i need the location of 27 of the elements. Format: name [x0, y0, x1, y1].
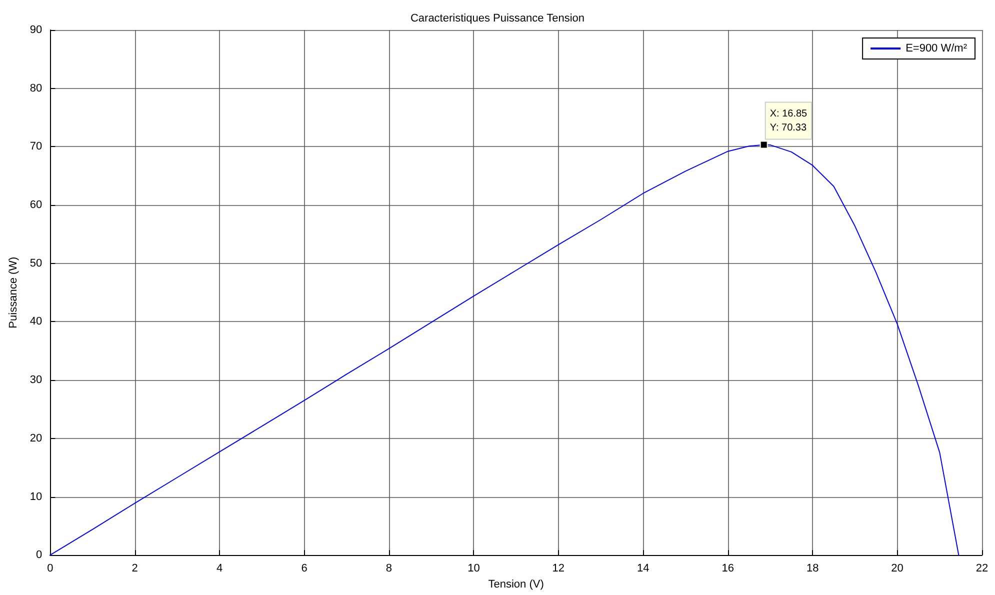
y-tick-label: 30 [30, 374, 42, 386]
x-tick-label: 6 [301, 562, 308, 575]
legend-label: E=900 W/m² [906, 42, 968, 54]
y-tick-label: 60 [30, 199, 42, 212]
x-tick-label: 14 [637, 562, 650, 575]
annotation: X: 16.85 Y: 70.33 [770, 108, 808, 134]
y-axis-title: Puissance (W) [8, 256, 20, 328]
chart-title: Caracteristiques Puissance Tension [410, 12, 585, 24]
x-tick-label: 18 [806, 562, 819, 575]
x-tick-label: 4 [216, 562, 223, 575]
x-tick-label: 8 [386, 562, 392, 575]
y-tick-label: 10 [30, 490, 42, 503]
y-tick-label: 50 [30, 257, 42, 270]
y-tick-label: 80 [30, 82, 42, 94]
y-tick-label: 20 [30, 432, 42, 444]
x-tick-label: 2 [132, 562, 138, 575]
y-tick-label: 0 [36, 549, 42, 562]
x-axis-title: Tension (V) [488, 578, 544, 590]
y-tick-label: 90 [30, 24, 42, 36]
x-tick-label: 20 [891, 562, 904, 575]
x-tick-label: 12 [552, 562, 565, 575]
x-tick-label: 10 [468, 562, 480, 575]
x-tick-label: 16 [722, 562, 734, 575]
y-tick-label: 70 [30, 140, 42, 153]
x-tick-label: 22 [976, 562, 988, 575]
y-tick-label: 40 [30, 316, 42, 328]
x-tick-label: 0 [47, 562, 54, 575]
